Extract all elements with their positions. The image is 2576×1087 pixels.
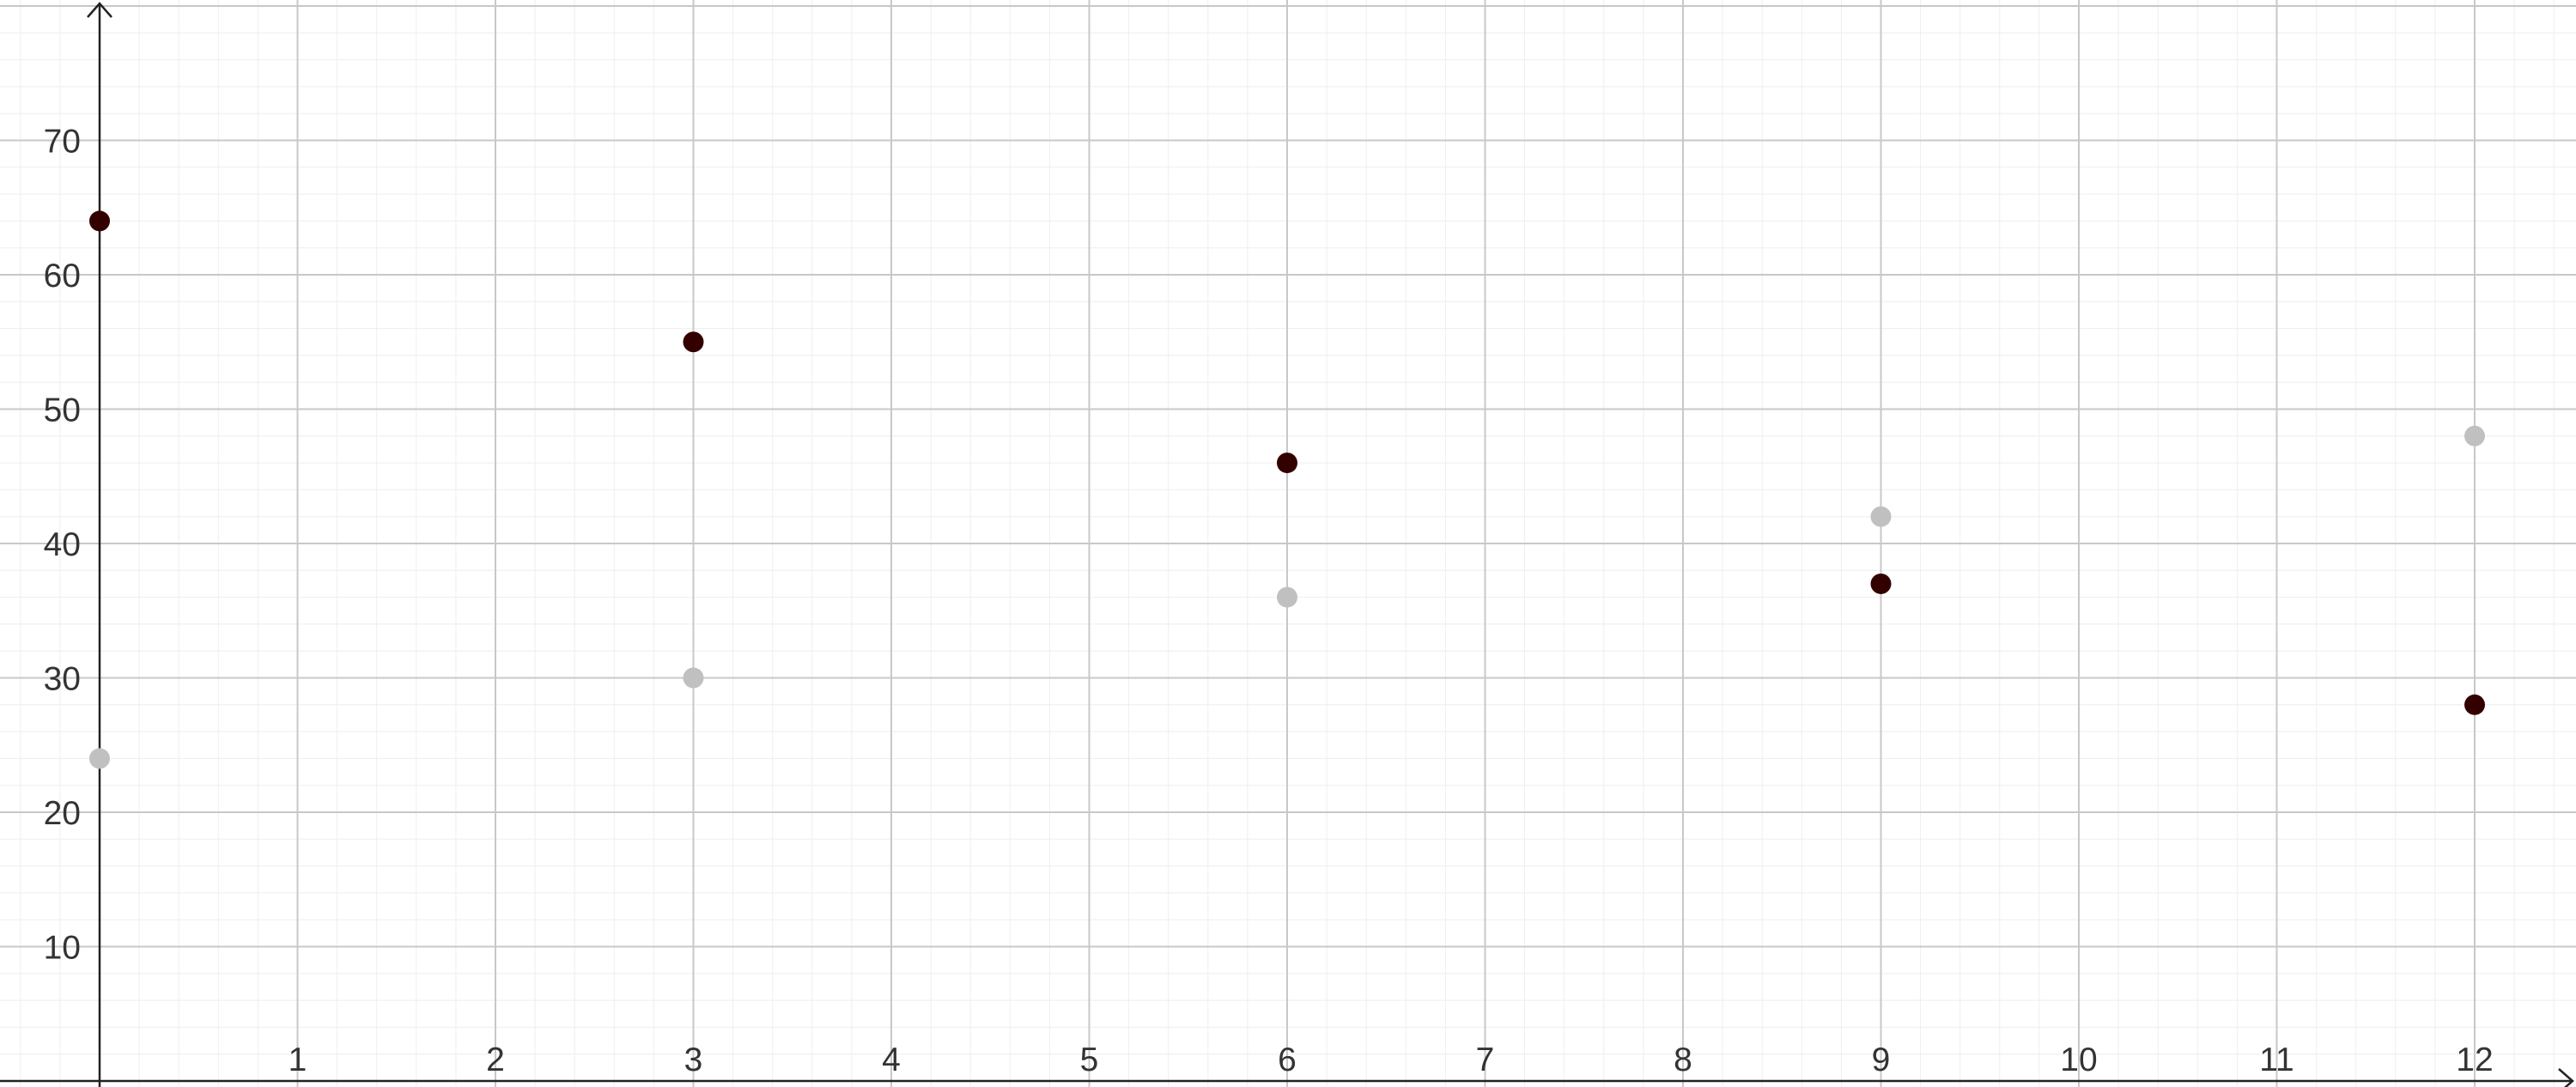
y-tick-label: 40 (44, 526, 81, 563)
x-tick-label: 1 (289, 1041, 307, 1078)
x-tick-label: 2 (486, 1041, 505, 1078)
x-tick-label: 9 (1872, 1041, 1891, 1078)
y-tick-label: 20 (44, 795, 81, 832)
x-tick-label: 11 (2259, 1041, 2294, 1078)
x-tick-label: 6 (1278, 1041, 1297, 1078)
y-axis-arrow (87, 2, 112, 18)
y-tick-label: 30 (44, 661, 81, 698)
x-axis-arrow (2558, 1068, 2574, 1087)
y-tick-label: 60 (44, 258, 81, 295)
x-tick-label: 4 (882, 1041, 901, 1078)
data-point-series-2 (2464, 425, 2485, 446)
x-tick-label: 12 (2456, 1041, 2493, 1078)
x-tick-label: 10 (2060, 1041, 2097, 1078)
data-point-series-1 (1277, 452, 1297, 474)
data-point-series-2 (683, 667, 704, 689)
data-points (89, 210, 2485, 769)
data-point-series-2 (1277, 586, 1297, 608)
y-tick-label: 50 (44, 392, 81, 429)
x-tick-label: 7 (1476, 1041, 1495, 1078)
y-tick-label: 70 (44, 124, 81, 161)
data-point-series-2 (89, 748, 110, 769)
y-tick-label: 10 (44, 930, 81, 967)
x-tick-label: 3 (684, 1041, 703, 1078)
data-point-series-1 (683, 331, 704, 353)
data-point-series-1 (89, 210, 110, 232)
data-point-series-1 (1870, 573, 1892, 594)
data-point-series-2 (1870, 506, 1892, 527)
x-tick-label: 8 (1674, 1041, 1692, 1078)
x-tick-label: 5 (1080, 1041, 1099, 1078)
data-point-series-1 (2464, 694, 2485, 715)
